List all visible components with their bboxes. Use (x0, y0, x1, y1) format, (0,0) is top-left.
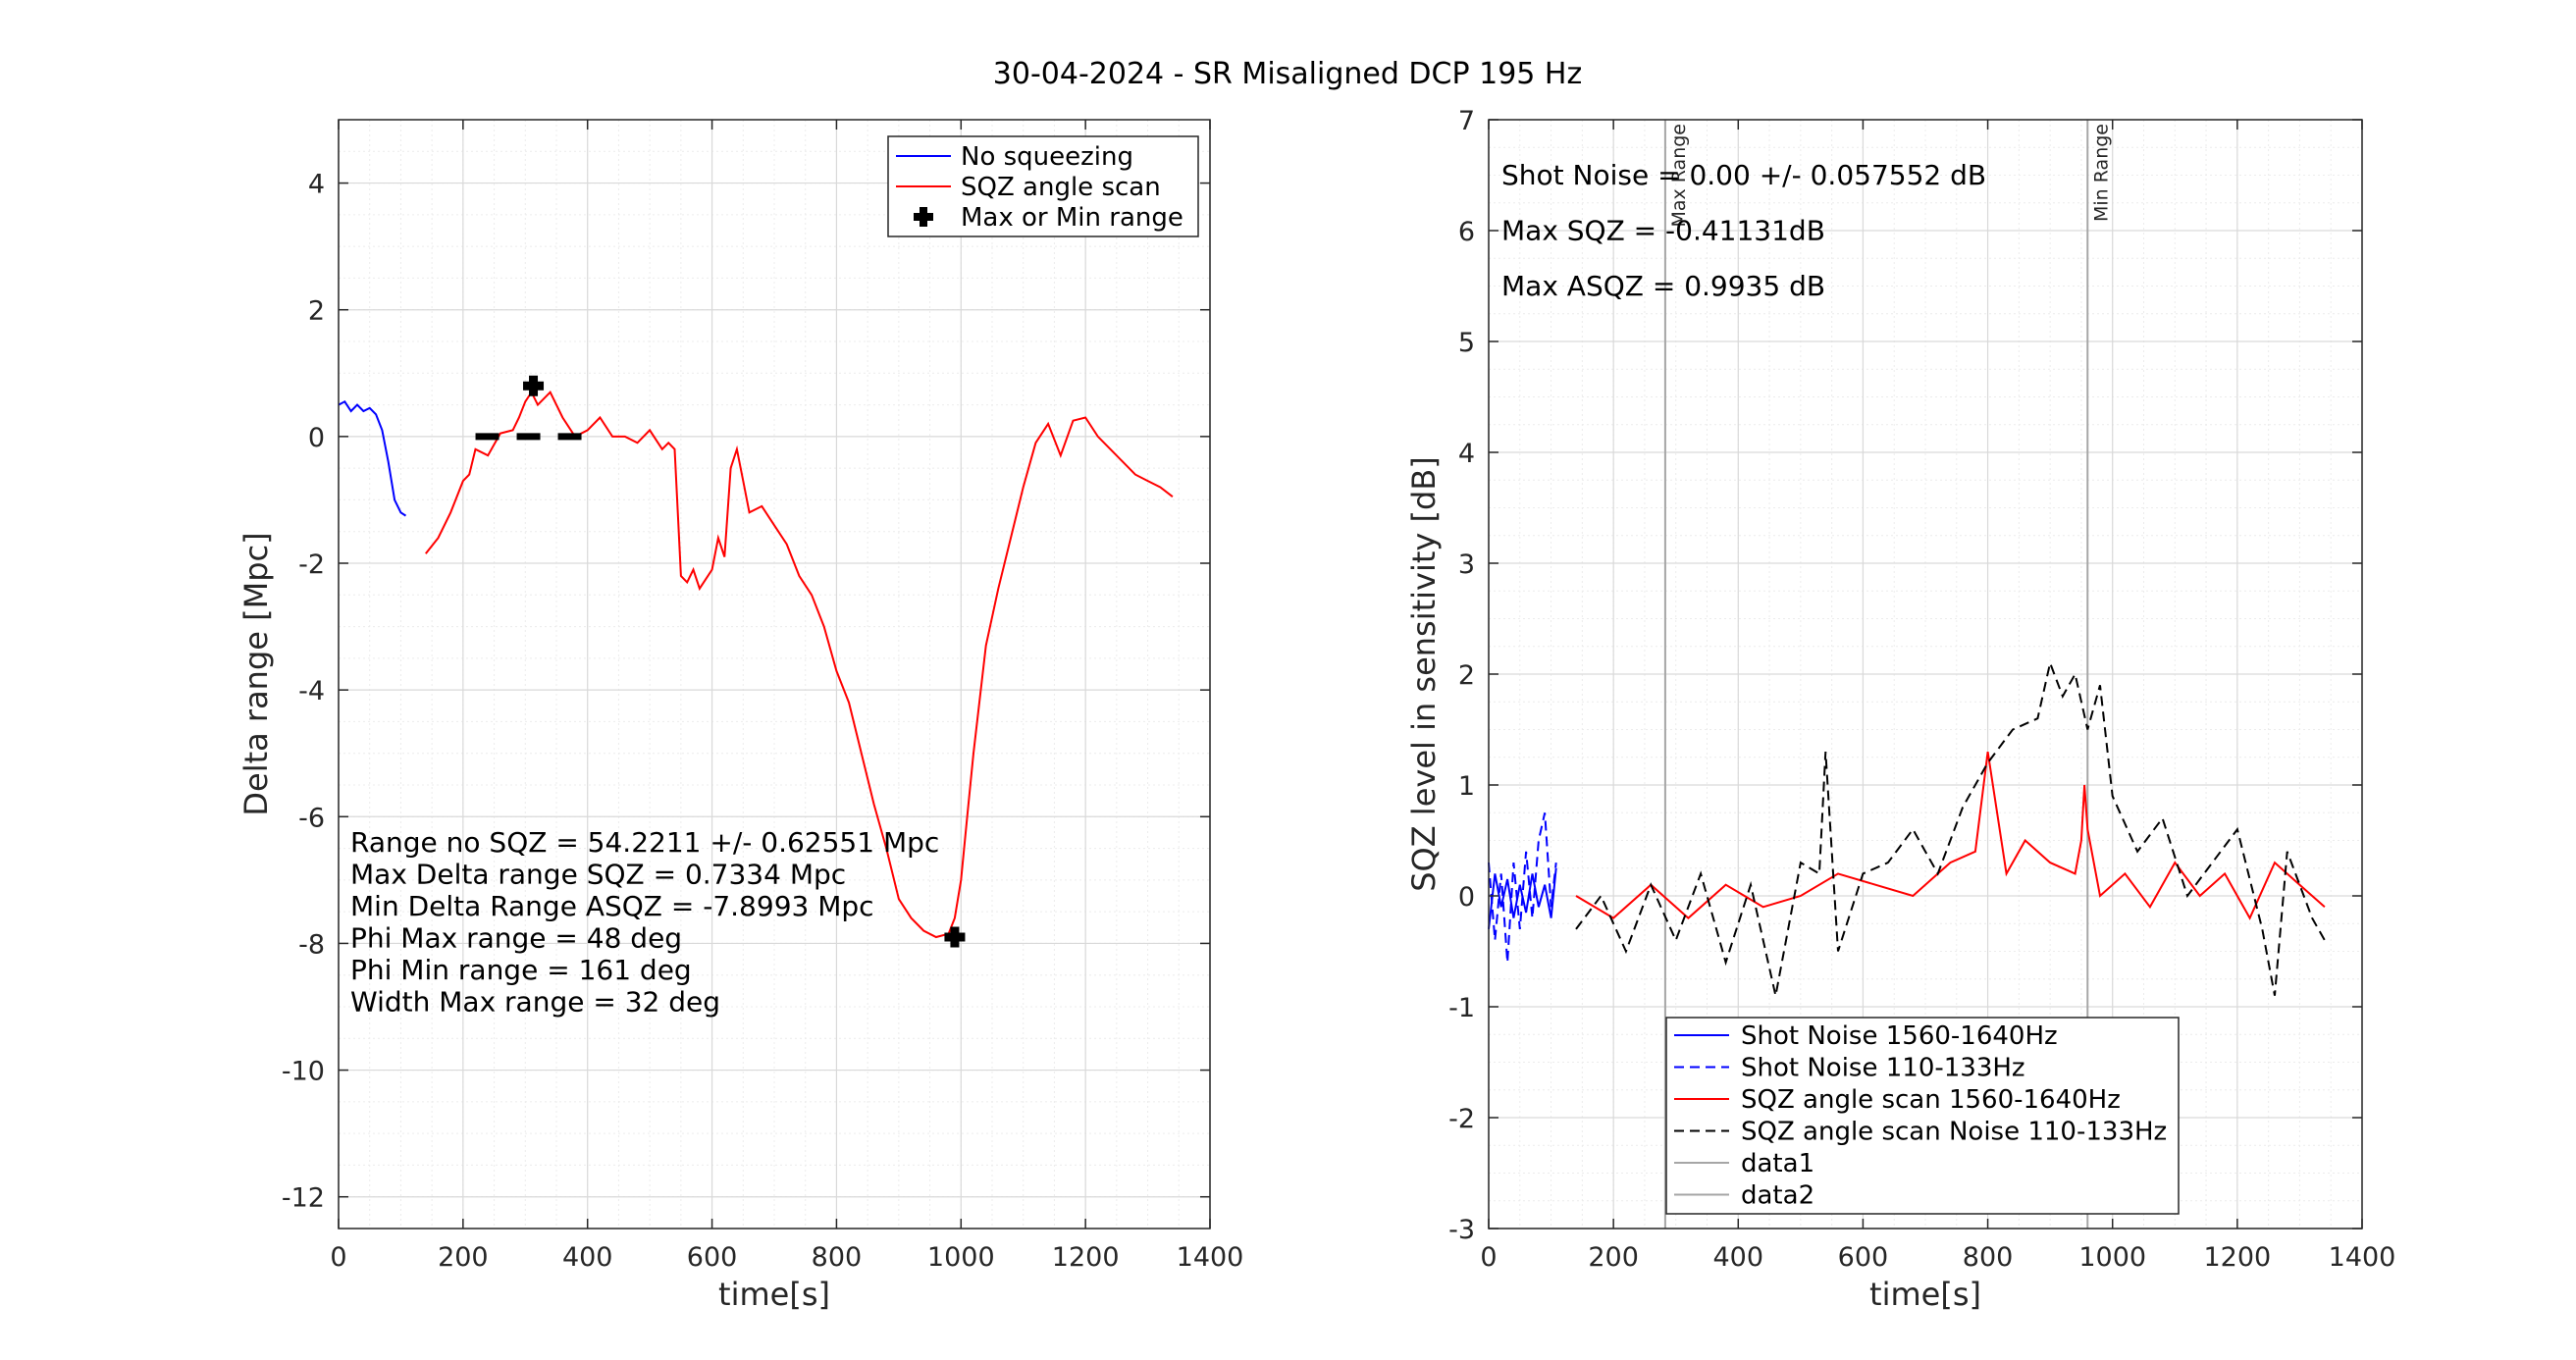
right-vertical-line-label: Min Range (2090, 124, 2112, 222)
left-legend-label: No squeezing (961, 142, 1133, 172)
right-plot-data: Max Range Min Range (1488, 120, 2326, 1229)
left-plot-annotations: Range no SQZ = 54.2211 +/- 0.62551 MpcMa… (350, 826, 939, 1019)
right-y-axis-label: SQZ level in sensitivity [dB] (1405, 456, 1443, 892)
right-x-tick-label: 400 (1713, 1242, 1764, 1273)
left-annotation-line: Max Delta range SQZ = 0.7334 Mpc (350, 859, 846, 891)
right-annotation-line: Max SQZ = -0.41131dB (1501, 215, 1825, 247)
left-y-tick-label: -6 (298, 803, 325, 833)
right-y-tick-label: 7 (1458, 106, 1475, 136)
left-plot-frame (338, 119, 1211, 1229)
left-x-tick-label: 200 (438, 1242, 489, 1273)
left-annotation-line: Width Max range = 32 deg (350, 986, 720, 1019)
right-y-tick-label: 0 (1458, 882, 1475, 913)
left-y-axis-label: Delta range [Mpc] (237, 532, 275, 815)
right-y-tick-label: -3 (1448, 1215, 1475, 1245)
right-x-tick-label: 1400 (2329, 1242, 2396, 1273)
right-y-tick-label: 2 (1458, 660, 1475, 691)
left-legend-marker-shape (914, 207, 933, 227)
right-legend-box (1665, 1017, 2180, 1215)
left-y-tick-label: -12 (282, 1183, 325, 1214)
left-plot: 0 200 400 600 800 1000 1200 1400 -12 -10 -8 -6 -4 -2 0… (237, 119, 1243, 1313)
right-legend-label: SQZ angle scan 1560-1640Hz (1741, 1085, 2121, 1115)
left-marker-shape (523, 375, 545, 396)
right-x-tick-label: 600 (1838, 1242, 1889, 1273)
left-annotation-line: Phi Max range = 48 deg (350, 922, 682, 955)
right-x-tick-label: 1000 (2078, 1242, 2146, 1273)
right-y-tick-label: 1 (1458, 771, 1475, 802)
left-x-tick-label: 600 (687, 1242, 738, 1273)
right-annotation-line: Shot Noise = 0.00 +/- 0.057552 dB (1501, 159, 1986, 191)
left-y-tick-label: 2 (308, 296, 325, 327)
right-x-axis-label: time[s] (1869, 1276, 1981, 1313)
left-x-tick-label: 400 (562, 1242, 613, 1273)
left-x-tick-label: 1000 (927, 1242, 995, 1273)
figure-title: 30-04-2024 - SR Misaligned DCP 195 Hz (993, 57, 1582, 91)
left-legend-marker-swatch (914, 207, 933, 227)
left-series-line (338, 399, 407, 517)
right-y-tick-label: 5 (1458, 328, 1475, 358)
left-x-axis-label: time[s] (718, 1276, 830, 1313)
left-legend-label: SQZ angle scan (961, 173, 1161, 202)
left-marker-shape (944, 926, 966, 948)
right-x-tick-label: 200 (1588, 1242, 1639, 1273)
right-series-line (1488, 812, 1557, 963)
right-series-line (1575, 659, 2326, 996)
left-y-tick-label: 0 (308, 423, 325, 453)
left-y-tick-label: -2 (298, 549, 325, 580)
right-vertical-line-label: Max Range (1668, 124, 1690, 228)
left-y-tick-label: -8 (298, 929, 325, 960)
right-plot-annotations: Shot Noise = 0.00 +/- 0.057552 dB Max SQZ… (1501, 159, 1986, 302)
left-annotation-line: Range no SQZ = 54.2211 +/- 0.62551 Mpc (350, 826, 939, 859)
right-legend-label: data1 (1741, 1149, 1814, 1178)
left-annotation-line: Phi Min range = 161 deg (350, 954, 692, 986)
right-y-tick-label: 3 (1458, 549, 1475, 580)
left-legend-label: Max or Min range (961, 203, 1183, 233)
right-y-tick-label: -2 (1448, 1104, 1475, 1134)
left-extremum-marker (523, 375, 545, 396)
left-extremum-marker (944, 926, 966, 948)
right-plot-ticks: 0 200 400 600 800 1000 1200 1400 -3 -2 -1 0 1 2 3 4 5 6 7 (1448, 106, 2395, 1273)
right-legend-label: Shot Noise 110-133Hz (1741, 1054, 2025, 1083)
right-legend-label: data2 (1741, 1181, 1814, 1211)
left-plot-ticks: 0 200 400 600 800 1000 1200 1400 -12 -10 -8 -6 -4 -2 0… (282, 120, 1243, 1273)
left-x-tick-label: 0 (330, 1242, 346, 1273)
left-y-tick-label: -10 (282, 1057, 325, 1087)
right-x-tick-label: 1200 (2203, 1242, 2271, 1273)
right-annotation-line: Max ASQZ = 0.9935 dB (1501, 270, 1825, 302)
right-y-tick-label: -1 (1448, 993, 1475, 1023)
right-plot-legend: Shot Noise 1560-1640Hz Shot Noise 110-133… (1665, 1017, 2180, 1215)
left-y-tick-label: 4 (308, 170, 325, 200)
right-legend-label: SQZ angle scan Noise 110-133Hz (1741, 1118, 2167, 1147)
left-x-tick-label: 1200 (1052, 1242, 1120, 1273)
left-plot-data (338, 375, 1174, 948)
right-y-tick-label: 4 (1458, 439, 1475, 469)
right-x-tick-label: 0 (1480, 1242, 1497, 1273)
right-x-tick-label: 800 (1963, 1242, 2014, 1273)
left-series-line (425, 390, 1174, 939)
right-series-line (1575, 751, 2326, 920)
right-legend-label: Shot Noise 1560-1640Hz (1741, 1021, 2058, 1051)
left-x-tick-label: 1400 (1177, 1242, 1244, 1273)
right-plot: Max Range Min Range 0 200 400 600 800 1000 1200… (1405, 106, 2395, 1313)
left-annotation-line: Min Delta Range ASQZ = -7.8993 Mpc (350, 890, 874, 922)
left-x-tick-label: 800 (812, 1242, 863, 1273)
right-y-tick-label: 6 (1458, 217, 1475, 247)
left-y-tick-label: -4 (298, 676, 325, 706)
